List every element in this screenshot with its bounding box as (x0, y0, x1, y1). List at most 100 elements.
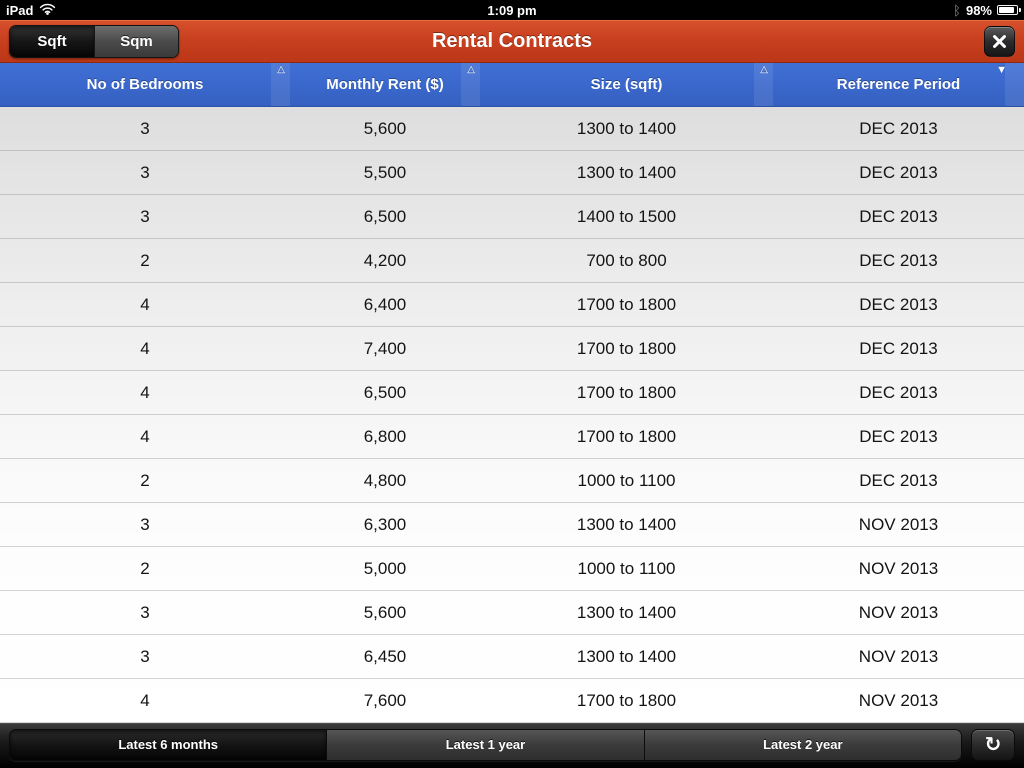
period-cell: DEC 2013 (859, 470, 938, 490)
rent-cell: 7,600 (363, 690, 407, 710)
bedrooms-cell: 3 (140, 118, 150, 138)
bedrooms-cell: 3 (140, 514, 150, 534)
column-header-bedrooms[interactable]: No of Bedrooms △ (0, 63, 290, 106)
rent-cell: 6,500 (363, 206, 407, 226)
column-header-period[interactable]: Reference Period ▼ (773, 63, 1024, 106)
unit-toggle: Sqft Sqm (9, 25, 179, 58)
column-label: Reference Period (836, 76, 961, 93)
column-label: Size (sqft) (590, 76, 663, 93)
status-bar: iPad 1:09 pm ᛒ 98% (0, 0, 1024, 20)
table-row: 2 4,800 1000 to 1100 DEC 2013 (0, 459, 1024, 503)
size-cell: 1000 to 1100 (577, 470, 676, 490)
bedrooms-cell: 3 (140, 162, 150, 182)
table-row: 4 6,400 1700 to 1800 DEC 2013 (0, 283, 1024, 327)
column-label: Monthly Rent ($) (326, 76, 444, 93)
sort-up-icon: △ (760, 64, 768, 75)
period-cell: DEC 2013 (859, 426, 938, 446)
period-cell: DEC 2013 (859, 294, 938, 314)
bedrooms-cell: 4 (140, 690, 150, 710)
refresh-icon: ↻ (984, 733, 1002, 756)
period-cell: DEC 2013 (859, 382, 938, 402)
size-cell: 1000 to 1100 (577, 558, 676, 578)
filter-latest-6-months[interactable]: Latest 6 months (10, 729, 327, 760)
sort-up-icon: △ (277, 64, 285, 75)
period-cell: NOV 2013 (858, 558, 939, 578)
bluetooth-icon: ᛒ (953, 2, 961, 18)
unit-toggle-sqm[interactable]: Sqm (94, 26, 178, 57)
page-title: Rental Contracts (431, 30, 593, 52)
bedrooms-cell: 3 (140, 646, 150, 666)
battery-icon (997, 5, 1021, 15)
size-cell: 1700 to 1800 (576, 338, 677, 358)
wifi-icon (39, 3, 56, 18)
close-icon (992, 34, 1007, 49)
period-cell: DEC 2013 (859, 162, 938, 182)
bedrooms-cell: 2 (140, 250, 150, 270)
bedrooms-cell: 2 (140, 470, 150, 490)
sort-down-icon: ▼ (996, 64, 1007, 76)
table-row: 3 6,300 1300 to 1400 NOV 2013 (0, 503, 1024, 547)
period-cell: NOV 2013 (858, 646, 939, 666)
table-header: No of Bedrooms △ Monthly Rent ($) △ Size… (0, 63, 1024, 107)
period-filter: Latest 6 months Latest 1 year Latest 2 y… (9, 728, 962, 761)
clock-label: 1:09 pm (487, 2, 537, 18)
column-header-rent[interactable]: Monthly Rent ($) △ (290, 63, 480, 106)
filter-latest-2-year[interactable]: Latest 2 year (643, 729, 961, 760)
size-cell: 1300 to 1400 (576, 162, 677, 182)
bedrooms-cell: 4 (140, 294, 150, 314)
table-row: 2 4,200 700 to 800 DEC 2013 (0, 239, 1024, 283)
rent-cell: 7,400 (363, 338, 407, 358)
refresh-button[interactable]: ↻ (971, 728, 1015, 761)
rent-cell: 4,200 (363, 250, 407, 270)
period-cell: DEC 2013 (859, 118, 938, 138)
rental-table: 3 5,600 1300 to 1400 DEC 2013 3 5,500 13… (0, 107, 1024, 723)
rent-cell: 6,400 (363, 294, 407, 314)
bedrooms-cell: 4 (140, 382, 150, 402)
column-header-size[interactable]: Size (sqft) △ (480, 63, 773, 106)
bedrooms-cell: 2 (140, 558, 150, 578)
table-row: 3 6,500 1400 to 1500 DEC 2013 (0, 195, 1024, 239)
close-button[interactable] (984, 26, 1015, 57)
unit-toggle-sqft[interactable]: Sqft (10, 26, 94, 57)
rent-cell: 6,450 (363, 646, 407, 666)
table-row: 4 7,600 1700 to 1800 NOV 2013 (0, 679, 1024, 723)
table-row: 3 6,450 1300 to 1400 NOV 2013 (0, 635, 1024, 679)
table-row: 4 6,800 1700 to 1800 DEC 2013 (0, 415, 1024, 459)
period-cell: DEC 2013 (859, 206, 938, 226)
rent-cell: 5,600 (363, 118, 407, 138)
rent-cell: 6,500 (363, 382, 407, 402)
table-row: 2 5,000 1000 to 1100 NOV 2013 (0, 547, 1024, 591)
table-row: 4 6,500 1700 to 1800 DEC 2013 (0, 371, 1024, 415)
period-cell: NOV 2013 (858, 690, 939, 710)
size-cell: 1700 to 1800 (576, 294, 677, 314)
size-cell: 1300 to 1400 (576, 646, 677, 666)
carrier-label: iPad (6, 2, 34, 18)
rent-cell: 4,800 (363, 470, 407, 490)
bedrooms-cell: 4 (140, 426, 150, 446)
bedrooms-cell: 4 (140, 338, 150, 358)
bedrooms-cell: 3 (140, 206, 150, 226)
period-cell: NOV 2013 (858, 602, 939, 622)
rent-cell: 6,800 (363, 426, 407, 446)
rent-cell: 5,000 (363, 558, 407, 578)
size-cell: 1400 to 1500 (576, 206, 677, 226)
size-cell: 1300 to 1400 (576, 118, 677, 138)
sort-up-icon: △ (467, 64, 475, 75)
rent-cell: 5,500 (363, 162, 407, 182)
bottom-toolbar: Latest 6 months Latest 1 year Latest 2 y… (0, 723, 1024, 768)
period-cell: DEC 2013 (859, 250, 938, 270)
table-row: 3 5,600 1300 to 1400 NOV 2013 (0, 591, 1024, 635)
bedrooms-cell: 3 (140, 602, 150, 622)
size-cell: 1700 to 1800 (576, 690, 677, 710)
size-cell: 1300 to 1400 (576, 602, 677, 622)
period-cell: NOV 2013 (858, 514, 939, 534)
size-cell: 700 to 800 (586, 250, 667, 270)
table-row: 3 5,600 1300 to 1400 DEC 2013 (0, 107, 1024, 151)
column-label: No of Bedrooms (86, 76, 204, 93)
size-cell: 1700 to 1800 (576, 382, 677, 402)
filter-latest-1-year[interactable]: Latest 1 year (326, 729, 644, 760)
rent-cell: 6,300 (363, 514, 407, 534)
period-cell: DEC 2013 (859, 338, 938, 358)
size-cell: 1300 to 1400 (576, 514, 677, 534)
